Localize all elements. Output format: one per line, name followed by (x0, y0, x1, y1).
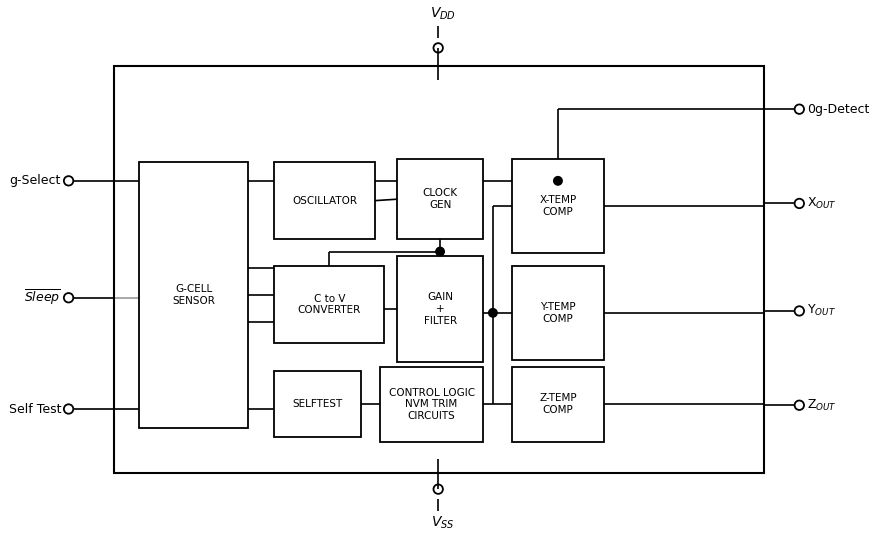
Circle shape (488, 309, 496, 317)
Text: X$_{OUT}$: X$_{OUT}$ (806, 196, 836, 211)
Bar (139, 162, 248, 428)
Text: CLOCK
GEN: CLOCK GEN (422, 189, 457, 210)
Bar (511, 266, 603, 360)
Text: Z$_{OUT}$: Z$_{OUT}$ (806, 398, 836, 413)
Text: $V_{SS}$: $V_{SS}$ (431, 515, 454, 531)
Text: 0g-Detect: 0g-Detect (806, 103, 868, 116)
Bar (274, 162, 375, 239)
Text: $V_{DD}$: $V_{DD}$ (429, 6, 455, 23)
Text: SELFTEST: SELFTEST (292, 399, 342, 410)
Text: $\overline{Sleep}$: $\overline{Sleep}$ (24, 288, 61, 308)
Bar (396, 159, 483, 239)
Circle shape (435, 247, 444, 256)
Text: CONTROL LOGIC
NVM TRIM
CIRCUITS: CONTROL LOGIC NVM TRIM CIRCUITS (388, 388, 474, 421)
Text: X-TEMP
COMP: X-TEMP COMP (539, 196, 576, 217)
Text: g-Select: g-Select (10, 174, 61, 187)
Text: G-CELL
SENSOR: G-CELL SENSOR (172, 284, 215, 306)
Bar (396, 256, 483, 362)
Bar (511, 159, 603, 254)
Bar (274, 266, 384, 343)
Text: Z-TEMP
COMP: Z-TEMP COMP (539, 393, 576, 415)
Text: Y-TEMP
COMP: Y-TEMP COMP (540, 302, 575, 324)
Circle shape (553, 176, 561, 185)
Text: Y$_{OUT}$: Y$_{OUT}$ (806, 303, 835, 318)
Bar (511, 367, 603, 442)
Text: C to V
CONVERTER: C to V CONVERTER (297, 294, 361, 315)
Text: Self Test: Self Test (9, 403, 61, 415)
Bar (274, 371, 361, 437)
Text: OSCILLATOR: OSCILLATOR (292, 196, 356, 206)
Bar (114, 66, 764, 473)
Text: GAIN
+
FILTER: GAIN + FILTER (423, 293, 456, 326)
Bar (379, 367, 483, 442)
